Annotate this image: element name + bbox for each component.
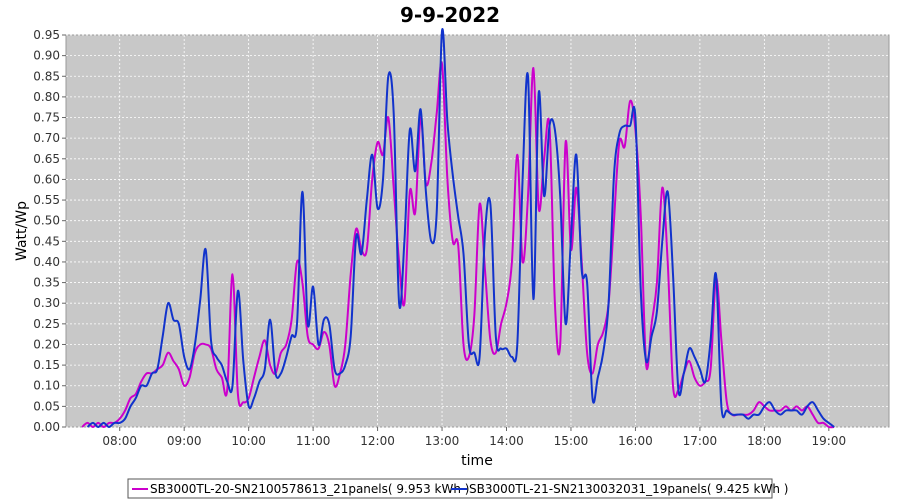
x-tick-label: 15:00: [554, 434, 589, 448]
series-layer: [81, 28, 835, 429]
x-axis: 08:00 09:00 10:00 11:00 12:00 13:00 14:00 15:00…: [102, 427, 846, 448]
x-tick-label: 14:00: [489, 434, 524, 448]
y-tick-label: 0.55: [33, 193, 60, 207]
y-tick-label: 0.50: [33, 214, 60, 228]
legend-label-series-2: SB3000TL-21-SN2130032031_19panels( 9.425…: [469, 482, 788, 496]
x-tick-label: 17:00: [683, 434, 718, 448]
y-tick-label: 0.05: [33, 399, 60, 413]
x-tick-label: 13:00: [425, 434, 460, 448]
y-axis-title: Watt/Wp: [14, 201, 30, 261]
chart-title: 9-9-2022: [400, 3, 500, 27]
y-tick-label: 0.65: [33, 152, 60, 166]
y-tick-label: 0.00: [33, 420, 60, 434]
x-tick-label: 10:00: [231, 434, 266, 448]
y-tick-label: 0.20: [33, 337, 60, 351]
x-tick-label: 09:00: [167, 434, 202, 448]
y-tick-label: 0.25: [33, 317, 60, 331]
y-tick-label: 0.85: [33, 69, 60, 83]
y-tick-label: 0.80: [33, 90, 60, 104]
y-tick-label: 0.40: [33, 255, 60, 269]
x-tick-label: 12:00: [360, 434, 395, 448]
legend-box: [127, 478, 773, 499]
y-tick-label: 0.60: [33, 172, 60, 186]
x-tick-label: 08:00: [102, 434, 137, 448]
x-axis-title: time: [461, 453, 493, 469]
y-tick-label: 0.15: [33, 358, 60, 372]
series-2-line: [86, 28, 835, 428]
x-tick-label: 11:00: [296, 434, 331, 448]
y-tick-label: 0.70: [33, 131, 60, 145]
x-tick-label: 18:00: [747, 434, 782, 448]
x-tick-label: 19:00: [812, 434, 847, 448]
x-tick-label: 16:00: [618, 434, 653, 448]
y-tick-label: 0.30: [33, 296, 60, 310]
y-axis: 0.00 0.05 0.10 0.15 0.20 0.25 0.30 0.35 0.40 0.45…: [33, 28, 66, 434]
y-tick-label: 0.45: [33, 234, 60, 248]
legend: SB3000TL-20-SN2100578613_21panels( 9.953…: [127, 478, 788, 499]
y-tick-label: 0.95: [33, 28, 60, 42]
y-tick-label: 0.90: [33, 49, 60, 63]
legend-label-series-1: SB3000TL-20-SN2100578613_21panels( 9.953…: [150, 482, 469, 496]
y-tick-label: 0.35: [33, 276, 60, 290]
y-tick-label: 0.75: [33, 111, 60, 125]
y-tick-label: 0.10: [33, 379, 60, 393]
